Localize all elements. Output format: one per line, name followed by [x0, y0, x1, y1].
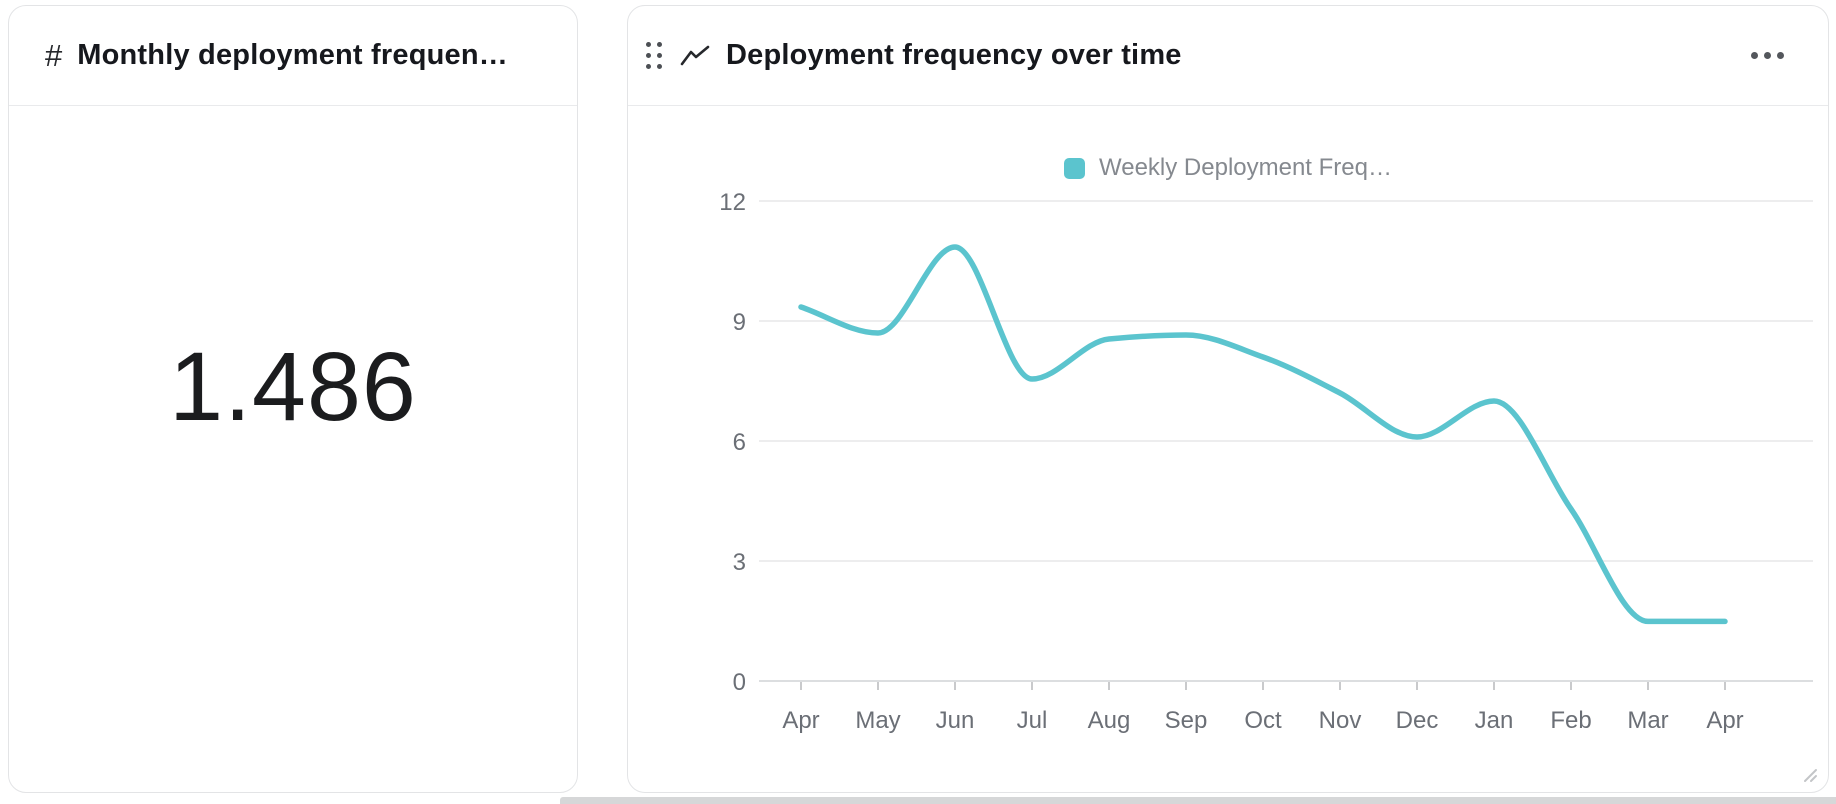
svg-text:Apr: Apr: [1706, 707, 1743, 734]
deployment-frequency-chart[interactable]: 0 3 6 9 12 Apr May Jun Jul Aug Sep Oct Nov Dec Jan Feb M…: [628, 186, 1827, 794]
svg-text:9: 9: [733, 309, 746, 336]
svg-text:Mar: Mar: [1627, 707, 1668, 734]
resize-handle-icon[interactable]: [1801, 766, 1819, 784]
chart-widget-title: Deployment frequency over time: [726, 39, 1182, 71]
svg-text:Jun: Jun: [936, 707, 975, 734]
chart-widget-card: Deployment frequency over time Weekly De…: [627, 5, 1829, 793]
chart-legend[interactable]: Weekly Deployment Freq…: [628, 152, 1828, 184]
svg-text:Jan: Jan: [1475, 707, 1514, 734]
line-chart-icon: [680, 45, 710, 65]
widget-menu-button[interactable]: [1747, 44, 1788, 67]
svg-text:Apr: Apr: [782, 707, 819, 734]
svg-text:Sep: Sep: [1165, 707, 1208, 734]
svg-text:6: 6: [733, 429, 746, 456]
metric-widget-body: 1.486: [9, 106, 577, 792]
partial-widget-edge: [560, 797, 1836, 804]
chart-body: Weekly Deployment Freq… 0 3 6 9 12 Apr May Jun J…: [628, 106, 1828, 792]
legend-swatch: [1064, 157, 1085, 179]
chart-widget-header: Deployment frequency over time: [628, 6, 1828, 106]
svg-text:3: 3: [733, 549, 746, 576]
ellipsis-icon: [1751, 52, 1758, 59]
svg-text:12: 12: [719, 189, 746, 216]
number-widget-icon: #: [45, 37, 63, 73]
svg-text:Nov: Nov: [1319, 707, 1362, 734]
svg-text:Aug: Aug: [1088, 707, 1131, 734]
svg-text:Jul: Jul: [1017, 707, 1048, 734]
svg-text:Feb: Feb: [1550, 707, 1591, 734]
metric-value: 1.486: [169, 331, 417, 441]
metric-widget-title: Monthly deployment frequen…: [77, 39, 508, 71]
metric-widget-card: # Monthly deployment frequen… 1.486: [8, 5, 578, 793]
svg-text:0: 0: [733, 669, 746, 696]
svg-text:Dec: Dec: [1396, 707, 1439, 734]
drag-handle-icon[interactable]: [646, 42, 662, 69]
legend-label: Weekly Deployment Freq…: [1099, 154, 1392, 181]
svg-text:May: May: [855, 707, 900, 734]
svg-text:Oct: Oct: [1244, 707, 1282, 734]
metric-widget-header: # Monthly deployment frequen…: [9, 6, 577, 106]
